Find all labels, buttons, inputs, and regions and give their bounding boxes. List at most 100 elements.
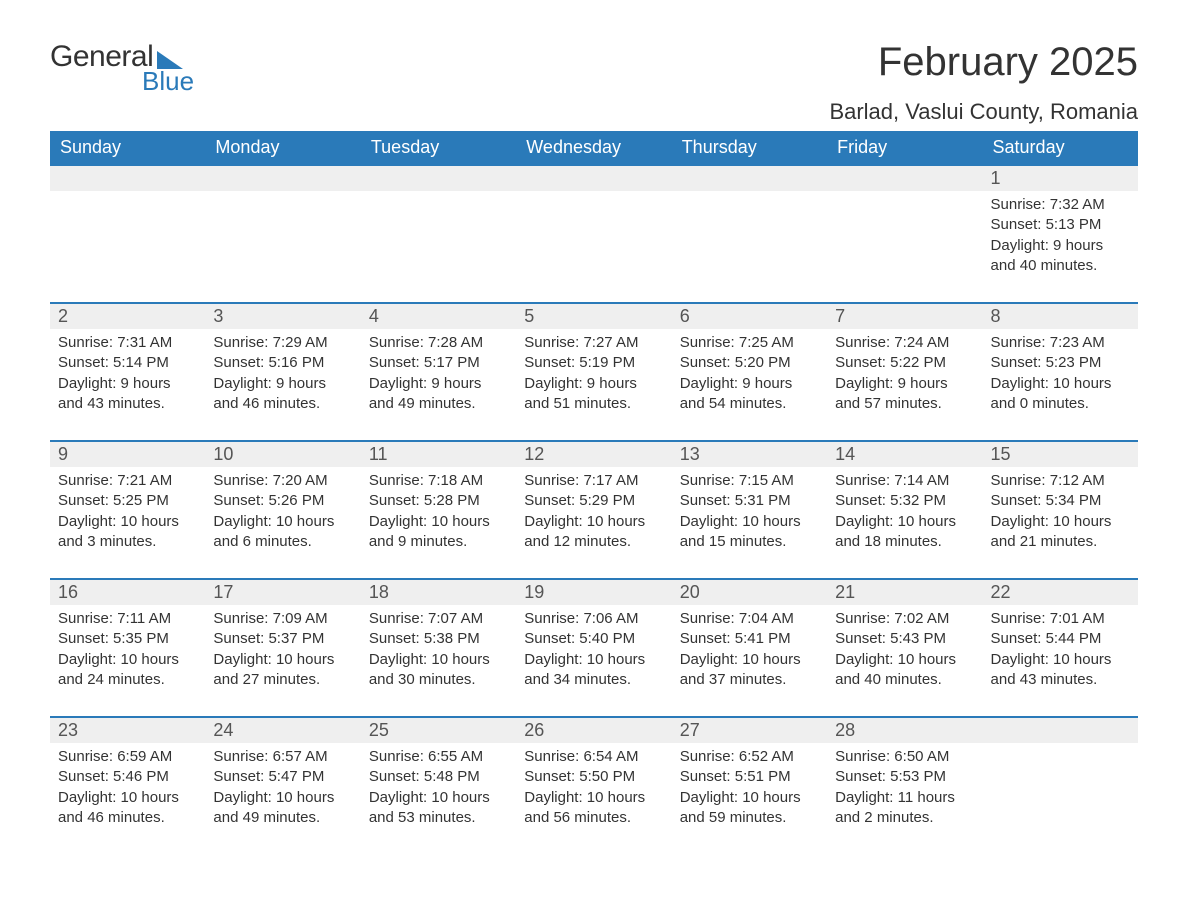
sunrise-line: Sunrise: 7:27 AM bbox=[524, 333, 663, 353]
brand-text-general: General bbox=[50, 40, 153, 74]
sunrise-line: Sunrise: 7:14 AM bbox=[835, 471, 974, 491]
daylight-line: Daylight: 9 hours and 49 minutes. bbox=[369, 374, 508, 415]
day-detail-cell: Sunrise: 7:28 AMSunset: 5:17 PMDaylight:… bbox=[361, 329, 516, 441]
sunset-line: Sunset: 5:40 PM bbox=[524, 629, 663, 649]
day-detail-cell: Sunrise: 7:01 AMSunset: 5:44 PMDaylight:… bbox=[983, 605, 1138, 717]
daylight-line: Daylight: 10 hours and 53 minutes. bbox=[369, 788, 508, 829]
daylight-line: Daylight: 9 hours and 46 minutes. bbox=[213, 374, 352, 415]
daylight-line: Daylight: 9 hours and 51 minutes. bbox=[524, 374, 663, 415]
daylight-line: Daylight: 10 hours and 46 minutes. bbox=[58, 788, 197, 829]
day-number-cell: 20 bbox=[672, 579, 827, 605]
daylight-line: Daylight: 10 hours and 43 minutes. bbox=[991, 650, 1130, 691]
daylight-line: Daylight: 9 hours and 54 minutes. bbox=[680, 374, 819, 415]
week-detail-row: Sunrise: 7:21 AMSunset: 5:25 PMDaylight:… bbox=[50, 467, 1138, 579]
day-number-cell: 19 bbox=[516, 579, 671, 605]
week-daynum-row: 2345678 bbox=[50, 303, 1138, 329]
week-daynum-row: 1 bbox=[50, 165, 1138, 191]
day-number-cell: 6 bbox=[672, 303, 827, 329]
empty-cell bbox=[672, 191, 827, 303]
week-daynum-row: 16171819202122 bbox=[50, 579, 1138, 605]
sunset-line: Sunset: 5:31 PM bbox=[680, 491, 819, 511]
daylight-line: Daylight: 10 hours and 37 minutes. bbox=[680, 650, 819, 691]
day-number-cell: 7 bbox=[827, 303, 982, 329]
sunset-line: Sunset: 5:34 PM bbox=[991, 491, 1130, 511]
sunrise-line: Sunrise: 7:15 AM bbox=[680, 471, 819, 491]
day-detail-cell: Sunrise: 7:02 AMSunset: 5:43 PMDaylight:… bbox=[827, 605, 982, 717]
daylight-line: Daylight: 11 hours and 2 minutes. bbox=[835, 788, 974, 829]
day-number-cell: 25 bbox=[361, 717, 516, 743]
day-detail-cell: Sunrise: 7:23 AMSunset: 5:23 PMDaylight:… bbox=[983, 329, 1138, 441]
day-detail-cell: Sunrise: 7:07 AMSunset: 5:38 PMDaylight:… bbox=[361, 605, 516, 717]
day-detail-cell: Sunrise: 7:21 AMSunset: 5:25 PMDaylight:… bbox=[50, 467, 205, 579]
empty-cell bbox=[50, 191, 205, 303]
header: General Blue February 2025 Barlad, Vaslu… bbox=[50, 40, 1138, 125]
daylight-line: Daylight: 10 hours and 24 minutes. bbox=[58, 650, 197, 691]
daylight-line: Daylight: 10 hours and 3 minutes. bbox=[58, 512, 197, 553]
day-number-cell: 15 bbox=[983, 441, 1138, 467]
day-number-cell: 1 bbox=[983, 165, 1138, 191]
sunset-line: Sunset: 5:47 PM bbox=[213, 767, 352, 787]
day-number-cell: 22 bbox=[983, 579, 1138, 605]
brand-text-blue: Blue bbox=[142, 66, 194, 97]
day-number-cell: 27 bbox=[672, 717, 827, 743]
daylight-line: Daylight: 10 hours and 34 minutes. bbox=[524, 650, 663, 691]
daylight-line: Daylight: 9 hours and 57 minutes. bbox=[835, 374, 974, 415]
empty-cell bbox=[672, 165, 827, 191]
sunrise-line: Sunrise: 7:17 AM bbox=[524, 471, 663, 491]
weekday-header: Sunday bbox=[50, 131, 205, 165]
sunrise-line: Sunrise: 6:54 AM bbox=[524, 747, 663, 767]
day-number-cell: 13 bbox=[672, 441, 827, 467]
sunrise-line: Sunrise: 7:01 AM bbox=[991, 609, 1130, 629]
empty-cell bbox=[50, 165, 205, 191]
day-detail-cell: Sunrise: 7:27 AMSunset: 5:19 PMDaylight:… bbox=[516, 329, 671, 441]
daylight-line: Daylight: 10 hours and 30 minutes. bbox=[369, 650, 508, 691]
day-number-cell: 18 bbox=[361, 579, 516, 605]
day-number-cell: 2 bbox=[50, 303, 205, 329]
empty-cell bbox=[516, 191, 671, 303]
day-number-cell: 16 bbox=[50, 579, 205, 605]
sunrise-line: Sunrise: 6:52 AM bbox=[680, 747, 819, 767]
day-detail-cell: Sunrise: 7:17 AMSunset: 5:29 PMDaylight:… bbox=[516, 467, 671, 579]
sunset-line: Sunset: 5:35 PM bbox=[58, 629, 197, 649]
sunrise-line: Sunrise: 7:18 AM bbox=[369, 471, 508, 491]
sunrise-line: Sunrise: 6:57 AM bbox=[213, 747, 352, 767]
empty-cell bbox=[827, 191, 982, 303]
day-number-cell: 12 bbox=[516, 441, 671, 467]
weekday-header: Monday bbox=[205, 131, 360, 165]
day-detail-cell: Sunrise: 7:12 AMSunset: 5:34 PMDaylight:… bbox=[983, 467, 1138, 579]
sunrise-line: Sunrise: 7:11 AM bbox=[58, 609, 197, 629]
sunset-line: Sunset: 5:17 PM bbox=[369, 353, 508, 373]
sunrise-line: Sunrise: 6:55 AM bbox=[369, 747, 508, 767]
sunset-line: Sunset: 5:20 PM bbox=[680, 353, 819, 373]
sunrise-line: Sunrise: 7:31 AM bbox=[58, 333, 197, 353]
day-detail-cell: Sunrise: 7:32 AMSunset: 5:13 PMDaylight:… bbox=[983, 191, 1138, 303]
sunset-line: Sunset: 5:53 PM bbox=[835, 767, 974, 787]
sunrise-line: Sunrise: 7:09 AM bbox=[213, 609, 352, 629]
sunrise-line: Sunrise: 7:25 AM bbox=[680, 333, 819, 353]
day-number-cell: 23 bbox=[50, 717, 205, 743]
daylight-line: Daylight: 10 hours and 12 minutes. bbox=[524, 512, 663, 553]
daylight-line: Daylight: 10 hours and 6 minutes. bbox=[213, 512, 352, 553]
weekday-header: Friday bbox=[827, 131, 982, 165]
week-detail-row: Sunrise: 7:11 AMSunset: 5:35 PMDaylight:… bbox=[50, 605, 1138, 717]
sunset-line: Sunset: 5:32 PM bbox=[835, 491, 974, 511]
week-detail-row: Sunrise: 7:31 AMSunset: 5:14 PMDaylight:… bbox=[50, 329, 1138, 441]
day-number-cell: 17 bbox=[205, 579, 360, 605]
day-detail-cell: Sunrise: 7:31 AMSunset: 5:14 PMDaylight:… bbox=[50, 329, 205, 441]
day-detail-cell: Sunrise: 6:50 AMSunset: 5:53 PMDaylight:… bbox=[827, 743, 982, 855]
day-number-cell: 11 bbox=[361, 441, 516, 467]
day-detail-cell: Sunrise: 7:04 AMSunset: 5:41 PMDaylight:… bbox=[672, 605, 827, 717]
empty-cell bbox=[983, 743, 1138, 855]
empty-cell bbox=[205, 165, 360, 191]
sunset-line: Sunset: 5:16 PM bbox=[213, 353, 352, 373]
day-number-cell: 21 bbox=[827, 579, 982, 605]
sunset-line: Sunset: 5:37 PM bbox=[213, 629, 352, 649]
weekday-header: Saturday bbox=[983, 131, 1138, 165]
day-number-cell: 9 bbox=[50, 441, 205, 467]
sunrise-line: Sunrise: 7:04 AM bbox=[680, 609, 819, 629]
empty-cell bbox=[205, 191, 360, 303]
week-detail-row: Sunrise: 6:59 AMSunset: 5:46 PMDaylight:… bbox=[50, 743, 1138, 855]
sunrise-line: Sunrise: 7:06 AM bbox=[524, 609, 663, 629]
day-detail-cell: Sunrise: 6:52 AMSunset: 5:51 PMDaylight:… bbox=[672, 743, 827, 855]
day-detail-cell: Sunrise: 7:24 AMSunset: 5:22 PMDaylight:… bbox=[827, 329, 982, 441]
